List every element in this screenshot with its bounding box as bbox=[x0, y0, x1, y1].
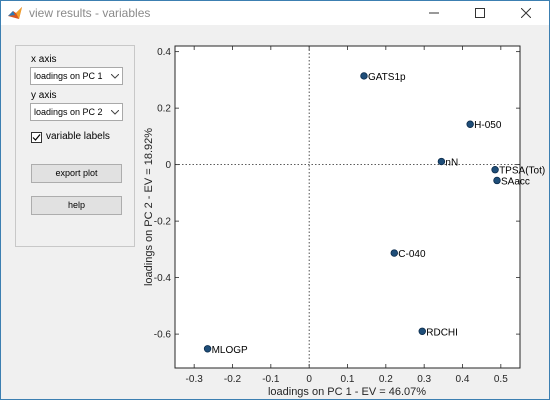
y-tick-label: -0.4 bbox=[154, 273, 172, 284]
close-icon bbox=[521, 8, 531, 18]
minimize-icon bbox=[429, 12, 439, 14]
chevron-down-icon bbox=[108, 104, 122, 120]
y-axis-label: y axis bbox=[31, 90, 57, 101]
minimize-button[interactable] bbox=[411, 1, 457, 25]
x-tick-label: 0.3 bbox=[417, 374, 431, 385]
x-tick-label: 0.4 bbox=[456, 374, 470, 385]
variable-labels-checkbox[interactable] bbox=[31, 132, 42, 143]
variable-labels-text: variable labels bbox=[46, 131, 110, 142]
x-axis-label: x axis bbox=[31, 54, 57, 65]
data-point[interactable] bbox=[390, 249, 398, 257]
data-point[interactable] bbox=[493, 176, 501, 185]
data-point[interactable] bbox=[437, 157, 446, 166]
x-tick-label: 0.5 bbox=[494, 374, 508, 385]
data-point-label: TPSA(Tot) bbox=[499, 166, 545, 177]
client-area: x axis loadings on PC 1 y axis loadings … bbox=[1, 25, 549, 399]
maximize-button[interactable] bbox=[457, 1, 503, 25]
data-point-label: GATS1p bbox=[368, 72, 406, 83]
data-point[interactable] bbox=[203, 345, 212, 353]
title-bar[interactable]: view results - variables bbox=[1, 1, 549, 25]
data-point[interactable] bbox=[360, 72, 368, 80]
data-point-label: C-040 bbox=[398, 249, 426, 260]
y-axis-select[interactable]: loadings on PC 2 bbox=[30, 103, 123, 121]
data-point-label: H-050 bbox=[474, 120, 502, 131]
data-point-label: MLOGP bbox=[212, 345, 248, 356]
x-axis-ticks: -0.3 -0.2 -0.1 0 0.1 0.2 0.3 0.4 0.5 bbox=[186, 46, 508, 385]
chevron-down-icon bbox=[108, 68, 122, 84]
scatter-plot: -0.3 -0.2 -0.1 0 0.1 0.2 0.3 0.4 0.5 -0.6-0.4-0.… bbox=[143, 45, 545, 398]
y-tick-label: -0.6 bbox=[154, 330, 172, 341]
data-point[interactable] bbox=[418, 327, 426, 335]
data-point-label: SAacc bbox=[501, 176, 530, 187]
x-tick-label: -0.2 bbox=[224, 374, 242, 385]
x-axis-select[interactable]: loadings on PC 1 bbox=[30, 67, 123, 85]
x-axis-title: loadings on PC 1 - EV = 46.07% bbox=[268, 386, 426, 398]
close-button[interactable] bbox=[503, 1, 549, 25]
x-tick-label: -0.3 bbox=[186, 374, 204, 385]
y-axis-select-value: loadings on PC 2 bbox=[34, 107, 103, 117]
export-plot-button[interactable]: export plot bbox=[31, 164, 122, 183]
y-axis-ticks: -0.6 -0.4 -0.2 0 0.2 0.4 bbox=[154, 47, 520, 341]
x-axis-select-value: loadings on PC 1 bbox=[34, 71, 103, 81]
controls-panel: x axis loadings on PC 1 y axis loadings … bbox=[15, 45, 135, 247]
plot-area bbox=[174, 45, 521, 369]
checkmark-icon bbox=[32, 134, 41, 141]
data-point-label: nN bbox=[445, 158, 458, 169]
x-tick-label: 0.1 bbox=[341, 374, 355, 385]
maximize-icon bbox=[475, 8, 485, 18]
data-point[interactable] bbox=[491, 166, 499, 174]
x-tick-label: 0 bbox=[306, 374, 312, 385]
data-point[interactable] bbox=[466, 120, 474, 128]
data-point-label: RDCHI bbox=[426, 327, 458, 338]
zero-lines bbox=[175, 46, 520, 368]
matlab-icon bbox=[8, 7, 22, 19]
data-points: GATS1p H-050 nN TPSA(Tot)SAacc C-040 RDCHI MLO… bbox=[203, 72, 545, 356]
y-tick-label: 0 bbox=[165, 160, 171, 171]
y-tick-label: -0.2 bbox=[154, 217, 172, 228]
x-tick-label: 0.2 bbox=[379, 374, 393, 385]
window-title: view results - variables bbox=[29, 6, 151, 20]
x-tick-label: -0.1 bbox=[262, 374, 280, 385]
help-button[interactable]: help bbox=[31, 196, 122, 215]
y-tick-label: 0.4 bbox=[157, 47, 171, 58]
y-tick-label: 0.2 bbox=[157, 104, 171, 115]
y-axis-title: loadings on PC 2 - EV = 18.92% bbox=[143, 128, 155, 286]
